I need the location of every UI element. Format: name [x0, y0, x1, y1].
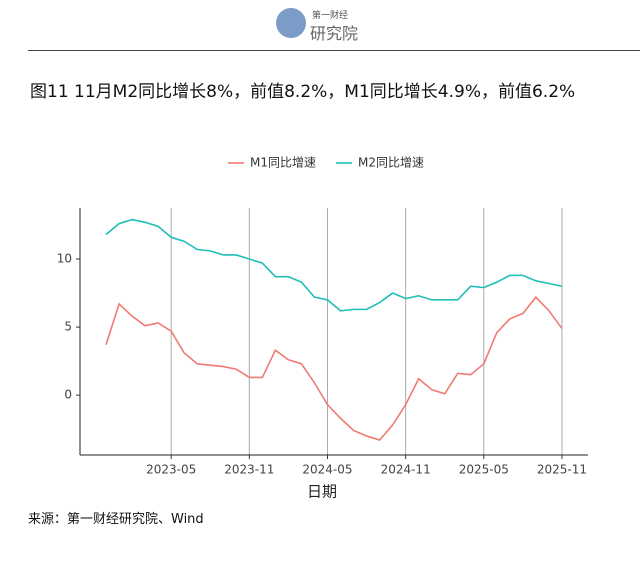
- x-tick-label: 2025-05: [459, 463, 509, 477]
- logo-text: 第一财经: [312, 11, 349, 21]
- x-tick-label: 2024-11: [381, 463, 431, 477]
- y-tick-label: 10: [57, 252, 72, 266]
- x-tick-label: 2024-05: [302, 463, 352, 477]
- chart-title: 图11 11月M2同比增长8%，前值8.2%，M1同比增长4.9%，前值6.2%: [30, 82, 576, 102]
- legend-label: M1同比增速: [250, 156, 316, 170]
- legend-label: M2同比增速: [358, 156, 424, 170]
- x-tick-label: 2025-11: [537, 463, 587, 477]
- logo-text: 研究院: [310, 24, 359, 43]
- logo: 第一财经 研究院: [276, 6, 366, 43]
- logo-icon: [276, 8, 306, 38]
- divider: [28, 50, 640, 51]
- y-tick-label: 5: [64, 320, 72, 334]
- x-axis-label: 日期: [307, 483, 337, 501]
- line-series: [105, 218, 563, 312]
- line-series: [105, 295, 563, 441]
- y-tick-label: 0: [64, 388, 72, 402]
- x-tick-label: 2023-11: [224, 463, 274, 477]
- source: 来源：第一财经研究院、Wind: [28, 512, 204, 527]
- chart: 2023-05 2023-11 2024-05 2024-11 2025-05 2025-…: [57, 156, 588, 501]
- x-tick-label: 2023-05: [146, 463, 196, 477]
